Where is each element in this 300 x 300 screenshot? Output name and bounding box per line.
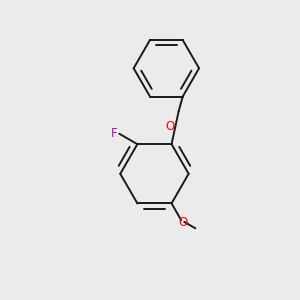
Text: O: O — [178, 216, 187, 229]
Text: F: F — [111, 127, 117, 140]
Text: O: O — [165, 120, 174, 133]
